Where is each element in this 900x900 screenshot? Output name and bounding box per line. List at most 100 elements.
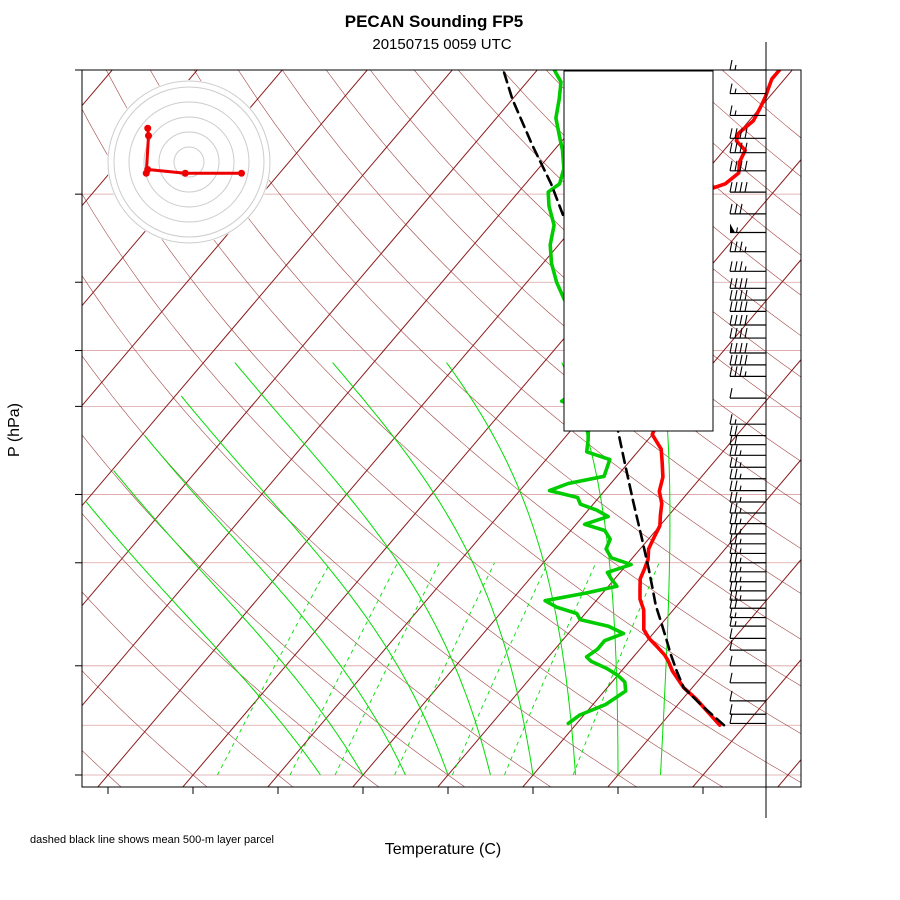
wind-barb-full bbox=[734, 142, 738, 153]
wind-barb-full bbox=[734, 491, 738, 503]
wind-barb-full bbox=[734, 552, 738, 563]
wind-barb-full bbox=[729, 327, 733, 339]
wind-barb-full bbox=[734, 366, 738, 377]
wind-barb bbox=[729, 628, 766, 639]
wind-barb-full bbox=[729, 513, 733, 524]
wind-barb-full bbox=[734, 128, 738, 139]
dry-adiabat bbox=[82, 591, 294, 787]
wind-barb bbox=[729, 314, 766, 326]
wind-barb-full bbox=[734, 561, 738, 572]
wind-barb-half bbox=[739, 496, 742, 503]
wind-barb bbox=[729, 598, 766, 609]
wind-barb-full bbox=[734, 445, 738, 456]
dry-adiabat bbox=[149, 70, 801, 687]
wind-barb-full bbox=[729, 203, 733, 215]
wind-barb-full bbox=[729, 105, 733, 116]
wind-barb-full bbox=[734, 523, 738, 535]
wind-barb-half bbox=[739, 462, 742, 468]
moist-adiabat bbox=[446, 362, 576, 776]
wind-barb-full bbox=[739, 289, 743, 301]
isotherm-line bbox=[82, 70, 453, 507]
dry-adiabat bbox=[237, 70, 801, 594]
wind-barb-half bbox=[744, 246, 747, 252]
wind-barb-full bbox=[734, 580, 738, 591]
dry-adiabat bbox=[281, 70, 801, 550]
wind-barb-half bbox=[734, 621, 737, 627]
wind-barb bbox=[729, 142, 766, 154]
wind-barb bbox=[729, 425, 766, 437]
wind-barb-full bbox=[729, 278, 733, 289]
wind-barb-full bbox=[729, 241, 733, 252]
wind-barb-full bbox=[734, 181, 738, 193]
wind-barb-full bbox=[729, 83, 733, 94]
wind-barb bbox=[729, 639, 766, 651]
wind-barb-half bbox=[739, 518, 742, 524]
wind-barb-full bbox=[734, 160, 738, 171]
wind-barb bbox=[729, 105, 766, 117]
moist-adiabat bbox=[85, 501, 321, 776]
wind-barb-full bbox=[729, 128, 733, 139]
wind-barb-full bbox=[729, 523, 733, 535]
wind-barb-full bbox=[729, 445, 733, 456]
wind-barb bbox=[729, 181, 766, 193]
wind-barb-full bbox=[729, 502, 733, 514]
wind-barb-half bbox=[735, 227, 739, 233]
wind-barb-full bbox=[744, 128, 748, 139]
wind-barb-full bbox=[729, 480, 733, 491]
wind-barb-full bbox=[734, 301, 738, 312]
wind-barb-full bbox=[729, 552, 733, 563]
wind-barb-full bbox=[744, 289, 748, 301]
x-axis-title: Temperature (C) bbox=[385, 841, 501, 858]
dry-adiabat bbox=[82, 193, 724, 787]
wind-barb-full bbox=[739, 142, 743, 153]
wind-barb bbox=[729, 561, 766, 573]
hodograph-ring bbox=[107, 80, 271, 244]
wind-barb bbox=[729, 278, 766, 289]
moist-adiabat bbox=[144, 435, 406, 776]
wind-barb-full bbox=[739, 241, 743, 252]
wind-barb bbox=[729, 387, 766, 399]
dry-adiabat bbox=[82, 670, 208, 787]
hodograph bbox=[107, 80, 271, 244]
wind-barb-full bbox=[739, 342, 743, 354]
wind-barb bbox=[729, 690, 766, 702]
isotherm-line bbox=[437, 358, 801, 787]
hodograph-ring bbox=[113, 86, 265, 238]
hodograph-point bbox=[142, 169, 150, 177]
wind-barb bbox=[729, 480, 766, 492]
wind-barb bbox=[729, 468, 766, 480]
wind-barb-full bbox=[734, 502, 738, 514]
wind-barb-full bbox=[729, 425, 733, 436]
moist-adiabat bbox=[180, 395, 449, 776]
wind-barb-half bbox=[739, 485, 742, 491]
wind-barb-full bbox=[729, 468, 733, 479]
chart-subtitle: 20150715 0059 UTC bbox=[372, 36, 511, 53]
dry-adiabat bbox=[105, 70, 801, 735]
wind-barb bbox=[729, 342, 766, 354]
wind-barb-half bbox=[744, 371, 747, 377]
wind-barb bbox=[729, 327, 766, 339]
wind-barb bbox=[729, 571, 766, 583]
wind-barb-full bbox=[734, 289, 738, 301]
wind-barb-half bbox=[739, 557, 742, 563]
wind-barb-full bbox=[739, 128, 743, 139]
wind-barb-full bbox=[729, 457, 733, 468]
wind-barb-full bbox=[729, 672, 733, 683]
wind-barb-full bbox=[744, 278, 748, 289]
wind-barb-half bbox=[739, 566, 742, 572]
wind-barb-full bbox=[729, 561, 733, 572]
wind-barb-full bbox=[729, 590, 733, 601]
wind-barb-full bbox=[734, 241, 738, 252]
dry-adiabat bbox=[193, 70, 801, 640]
wind-barb-full bbox=[729, 571, 733, 582]
hodograph-point bbox=[181, 169, 189, 177]
wind-barb-full bbox=[744, 327, 748, 339]
mean-500-m-layer-parcel-line bbox=[502, 70, 726, 727]
wind-barb-flag bbox=[730, 223, 735, 233]
moist-adiabat bbox=[332, 362, 534, 776]
wind-barb-half bbox=[734, 64, 737, 71]
dry-adiabat bbox=[82, 434, 466, 787]
wind-barb-half bbox=[734, 419, 737, 425]
wind-barb-full bbox=[739, 366, 743, 377]
